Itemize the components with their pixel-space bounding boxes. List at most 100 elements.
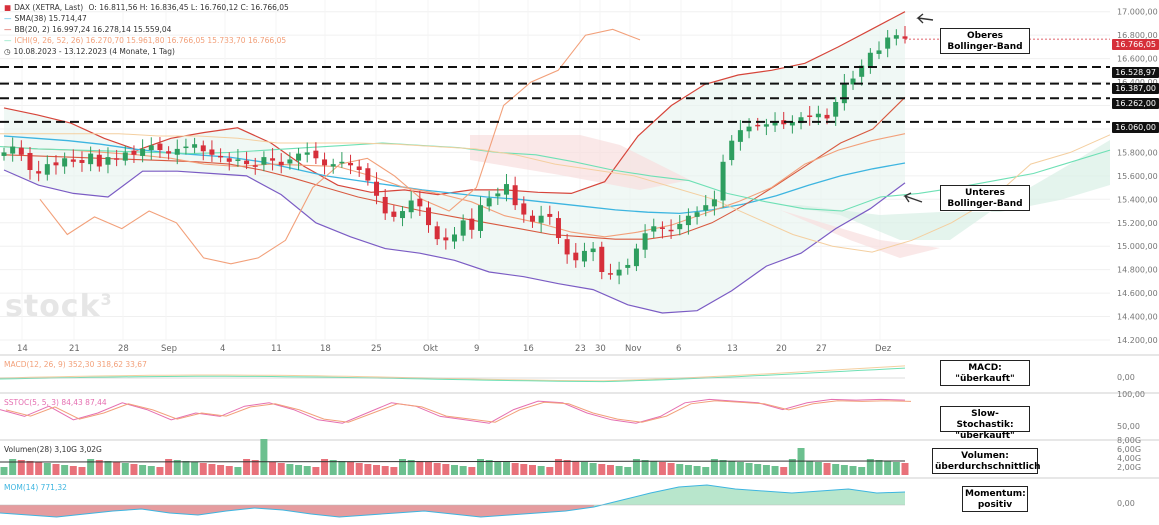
candle-body [581,250,587,262]
legend-main: ■ DAX (XETRA, Last) O: 16.811,56 H: 16.83… [4,3,292,13]
candle-body [452,234,457,242]
candle-body [148,145,154,151]
annotation-upper-band-line1: Oberes [966,31,1004,41]
candle-body [62,158,68,167]
volume-bar [736,462,744,475]
volume-bar [321,459,329,475]
bollinger-lower-line [3,169,906,314]
candle-body [642,233,648,250]
candle-body [408,200,414,213]
volume-bar [823,463,831,475]
vol-axis-tick-8: 8,00G [1117,436,1142,445]
volume-bar [338,461,346,475]
y-tick-label: 15.800,00 [1117,148,1158,157]
candle-body [529,215,535,222]
tenkan-line [3,133,906,238]
volume-bar [121,463,129,475]
volume-bar [684,465,692,475]
candle-body [720,161,726,201]
legend-bb: — BB(20, 2) 16.997,24 16.278,14 15.559,04 [4,25,174,35]
volume-bar [840,465,848,475]
candle-body [633,248,639,267]
y-tick-label: 14.800,00 [1117,266,1158,275]
volume-average-line [0,460,906,463]
volume-bar [849,466,857,475]
volume-bar [728,461,736,475]
level-tag-2: 16.387,00 [1112,83,1159,94]
volume-bar [494,461,502,475]
momentum-negative-area [0,505,594,517]
candle-body [417,198,423,207]
stoch-axis-tick-100: 100,00 [1117,390,1145,399]
volume-bar [407,460,415,475]
volume-bar [43,463,51,475]
candle-body [105,157,111,165]
volume-bar [806,461,814,475]
sma-38-line [3,135,906,215]
candle-body [729,140,735,161]
candle-body [218,155,224,158]
momentum-line [0,484,906,518]
y-tick-label: 15.000,00 [1117,242,1158,251]
y-tick-label: 14.200,00 [1117,336,1158,345]
macd-signal-line [0,367,906,383]
x-tick-label: 25 [371,344,382,354]
candle-body [668,229,674,232]
x-tick-label: Okt [423,344,439,354]
candle-body [96,154,102,167]
volume-bar [199,463,207,475]
candle-body [477,205,483,231]
candle-body [521,203,527,215]
volume-bar [312,467,320,475]
candle-body [547,213,553,217]
candle-body [114,158,120,160]
x-tick-label: 16 [523,344,534,354]
x-tick-label: Nov [625,344,642,354]
x-tick-label: 6 [676,344,681,354]
volume-bar [130,464,138,475]
candle-body [651,226,657,232]
volume-bar [650,461,658,475]
volume-bar [762,465,770,475]
macd-label: MACD(12, 26, 9) 352,30 318,62 33,67 [4,360,147,369]
candle-body [278,161,284,166]
candle-body [391,211,397,217]
candle-body [694,212,700,217]
date-range: 10.08.2023 - 13.12.2023 (4 Monate, 1 Tag… [13,47,175,56]
volume-bar [182,461,190,475]
annotation-momentum-line2: positiv [977,500,1013,510]
candle-body [625,264,631,268]
candle-body [140,148,146,156]
x-tick-label: 28 [118,344,129,354]
volume-bar [347,462,355,475]
candle-body [287,159,293,164]
candle-body [157,143,163,151]
candle-body [356,166,362,170]
legend-sma: — SMA(38) 15.714,47 [4,14,90,24]
level-tag-1: 16.528,97 [1112,67,1159,78]
candle-body [10,146,16,154]
y-tick-label: 15.600,00 [1117,172,1158,181]
volume-bar [364,464,372,475]
legend-range: ◷ 10.08.2023 - 13.12.2023 (4 Monate, 1 Ta… [4,47,178,57]
volume-bar [537,466,545,475]
volume-bar [624,467,632,475]
annotation-stoch-line1: Slow-Stochastik: [956,409,1014,430]
candle-body [685,215,691,226]
volume-bar [528,465,536,475]
candle-body [833,102,839,117]
candle-body [755,124,761,127]
volume-bar [191,462,199,475]
volume-bar [572,461,580,475]
y-tick-label: 15.400,00 [1117,195,1158,204]
candle-body [382,196,388,214]
ichi-text: ICHI(9, 26, 52, 26) 16.270,70 15.961,80 … [14,36,287,45]
candle-body [1,152,7,156]
candle-body [746,126,752,132]
logo-text: stock [5,289,101,324]
candle-body [79,160,85,163]
y-tick-label: 17.000,00 [1117,8,1158,17]
arrow-lower-icon [903,192,923,203]
annotation-lower-band-line1: Unteres [964,188,1006,198]
candle-body [807,115,813,117]
